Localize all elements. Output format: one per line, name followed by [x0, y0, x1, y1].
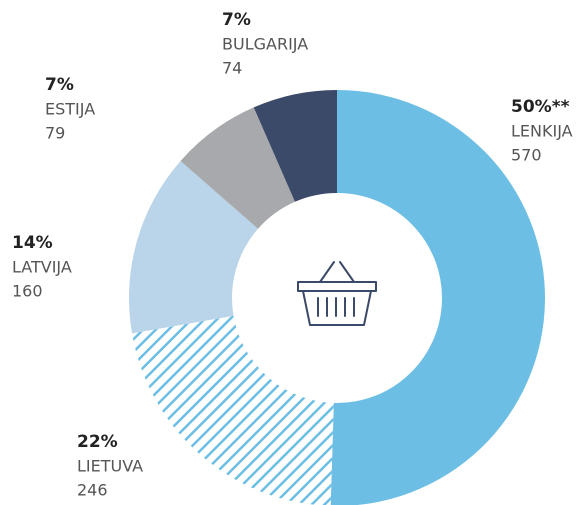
slices: [129, 90, 545, 505]
share-label: 22%: [77, 432, 118, 452]
slice: [330, 90, 545, 505]
category-label: LATVIJA: [12, 258, 72, 277]
value-label: 570: [511, 146, 542, 165]
slice: [132, 315, 334, 505]
value-label: 160: [12, 282, 43, 301]
category-label: ESTIJA: [45, 100, 95, 119]
share-label: 7%: [45, 75, 74, 95]
category-label: BULGARIJA: [222, 35, 308, 54]
slice: [253, 90, 337, 202]
category-label: LIETUVA: [77, 457, 143, 476]
category-label: LENKIJA: [511, 122, 573, 141]
value-label: 74: [222, 59, 242, 78]
share-label: 14%: [12, 233, 53, 253]
slice: [180, 107, 295, 229]
value-label: 79: [45, 124, 65, 143]
share-label: 50%**: [511, 97, 570, 117]
value-label: 246: [77, 481, 108, 500]
basket-icon: [297, 261, 377, 326]
slice: [129, 160, 259, 334]
labels: 50%** LENKIJA 570 22% LIETUVA 246 14% LATVIJA 16…: [12, 10, 573, 500]
share-label: 7%: [222, 10, 251, 30]
